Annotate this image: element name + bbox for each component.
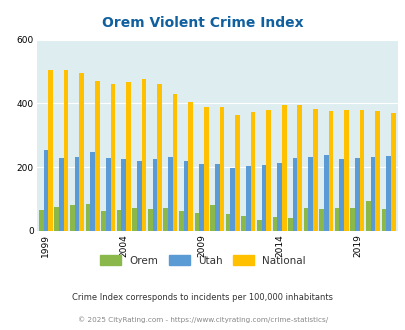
Bar [152, 159, 157, 231]
Bar [354, 158, 359, 231]
Bar [312, 109, 317, 231]
Bar [75, 157, 79, 231]
Bar [210, 206, 214, 231]
Bar [266, 110, 270, 231]
Bar [303, 208, 307, 231]
Bar [297, 105, 301, 231]
Bar [245, 166, 250, 231]
Bar [230, 168, 234, 231]
Bar [350, 208, 354, 231]
Bar [203, 107, 208, 231]
Bar [256, 219, 261, 231]
Bar [163, 208, 168, 231]
Text: © 2025 CityRating.com - https://www.cityrating.com/crime-statistics/: © 2025 CityRating.com - https://www.city… [78, 317, 327, 323]
Bar [39, 210, 43, 231]
Bar [334, 208, 339, 231]
Bar [79, 73, 84, 231]
Bar [307, 157, 312, 231]
Bar [157, 83, 162, 231]
Bar [168, 157, 173, 231]
Bar [101, 211, 106, 231]
Bar [328, 112, 333, 231]
Bar [183, 161, 188, 231]
Bar [90, 152, 95, 231]
Bar [121, 159, 126, 231]
Bar [374, 112, 379, 231]
Bar [179, 211, 183, 231]
Bar [136, 161, 141, 231]
Bar [250, 112, 255, 231]
Bar [106, 158, 110, 231]
Bar [277, 163, 281, 231]
Bar [288, 218, 292, 231]
Bar [318, 209, 323, 231]
Bar [117, 210, 121, 231]
Bar [385, 156, 390, 231]
Bar [343, 111, 348, 231]
Bar [261, 165, 266, 231]
Bar [147, 209, 152, 231]
Bar [64, 70, 68, 231]
Bar [292, 158, 297, 231]
Bar [70, 206, 75, 231]
Bar [188, 102, 193, 231]
Bar [359, 110, 364, 231]
Bar [281, 105, 286, 231]
Bar [194, 214, 199, 231]
Bar [173, 94, 177, 231]
Bar [339, 159, 343, 231]
Bar [241, 216, 245, 231]
Text: Crime Index corresponds to incidents per 100,000 inhabitants: Crime Index corresponds to incidents per… [72, 292, 333, 302]
Legend: Orem, Utah, National: Orem, Utah, National [96, 251, 309, 270]
Bar [365, 201, 370, 231]
Bar [272, 217, 277, 231]
Bar [95, 81, 99, 231]
Bar [323, 155, 328, 231]
Bar [48, 70, 53, 231]
Bar [59, 158, 64, 231]
Bar [390, 113, 394, 231]
Bar [214, 164, 219, 231]
Bar [132, 208, 136, 231]
Bar [199, 164, 203, 231]
Bar [126, 82, 130, 231]
Text: Orem Violent Crime Index: Orem Violent Crime Index [102, 16, 303, 30]
Bar [370, 157, 374, 231]
Bar [54, 207, 59, 231]
Bar [225, 214, 230, 231]
Bar [141, 80, 146, 231]
Bar [381, 209, 385, 231]
Bar [110, 83, 115, 231]
Bar [85, 204, 90, 231]
Bar [219, 107, 224, 231]
Bar [234, 115, 239, 231]
Bar [43, 150, 48, 231]
